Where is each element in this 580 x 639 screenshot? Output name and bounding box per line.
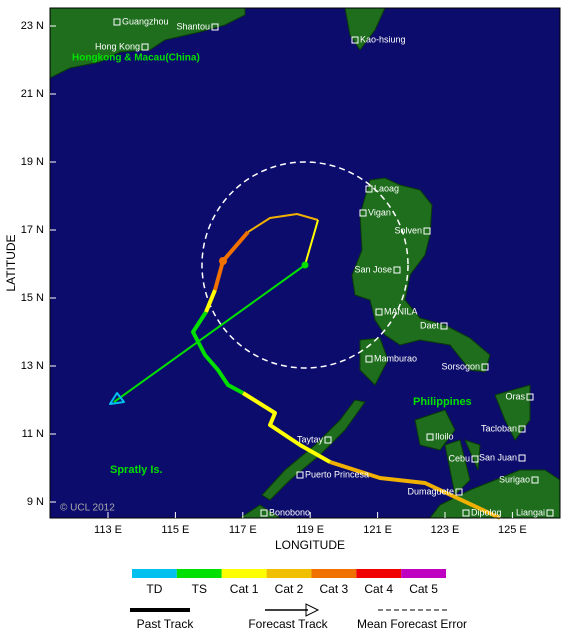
lat-tick-label: 9 N: [27, 496, 44, 508]
lon-tick-label: 117 E: [229, 524, 257, 536]
city-label: Kao-hsiung: [360, 34, 406, 44]
city-marker: [531, 476, 539, 484]
legend-label: Forecast Track: [248, 617, 328, 631]
y-axis-label: LATITUDE: [4, 234, 18, 291]
intensity-swatch: [311, 569, 357, 578]
region-label: Philippines: [413, 396, 472, 408]
forecast-arrow: [305, 603, 320, 617]
region-label: Hongkong & Macau(China): [72, 53, 200, 64]
city-marker: [471, 455, 479, 463]
intensity-label: Cat 3: [320, 582, 349, 596]
city-marker: [440, 322, 448, 330]
city-label: Mamburao: [374, 353, 417, 363]
city-marker: [426, 433, 434, 441]
track: [109, 213, 501, 520]
city-label: San Jose: [354, 264, 392, 274]
city-label: Liangai: [516, 507, 545, 517]
lon-tick-label: 113 E: [94, 524, 122, 536]
intensity-label: Cat 1: [230, 582, 259, 596]
city-marker: [375, 308, 383, 316]
land: [49, 7, 561, 519]
city-marker: [365, 185, 373, 193]
city-label: Sorsogon: [441, 361, 480, 371]
copyright: © UCL 2012: [60, 503, 115, 514]
city-label: Surigao: [499, 474, 530, 484]
lon-tick-label: 125 E: [498, 524, 527, 536]
lat-tick-label: 23 N: [21, 20, 44, 32]
city-label: Vigan: [368, 207, 391, 217]
city-marker: [423, 227, 431, 235]
intensity-swatch: [176, 569, 222, 578]
lat-tick-label: 21 N: [21, 88, 44, 100]
city-marker: [260, 509, 268, 517]
city-label: Bonobono: [269, 507, 310, 517]
legend-label: Mean Forecast Error: [357, 617, 467, 631]
city-marker: [211, 23, 219, 31]
city-label: Hong Kong: [95, 41, 140, 51]
city-marker: [518, 425, 526, 433]
city-marker: [365, 355, 373, 363]
region-label: Spratly Is.: [110, 464, 163, 476]
lat-tick-label: 17 N: [21, 224, 44, 236]
intensity-swatch: [132, 569, 177, 578]
city-label: Oras: [505, 391, 525, 401]
city-label: Laoag: [374, 183, 399, 193]
city-label: MANILA: [384, 306, 418, 316]
city-marker: [324, 436, 332, 444]
frame: [49, 7, 561, 519]
lon-tick-label: 121 E: [363, 524, 392, 536]
city-marker: [296, 471, 304, 479]
intensity-label: Cat 4: [364, 582, 393, 596]
city-marker: [359, 209, 367, 217]
map-labels: Guangzhou Shantou Hong Kong Kao-hsiung Laoag…: [95, 16, 554, 517]
lat-tick-label: 13 N: [21, 360, 44, 372]
city-label: San Juan: [479, 452, 517, 462]
city-label: Dipolog: [471, 507, 502, 517]
lat-tick-label: 19 N: [21, 156, 44, 168]
city-label: Cebu: [448, 453, 470, 463]
intensity-swatch: [401, 569, 446, 578]
lat-tick-label: 11 N: [22, 428, 44, 440]
city-marker: [113, 18, 121, 26]
lat-tick-label: 15 N: [21, 292, 44, 304]
city-marker: [462, 509, 470, 517]
axis-ticks: 23 N 21 N 19 N 17 N 15 N 13 N 11 N 9 N 113 E 115 …: [21, 20, 527, 536]
intensity-label: Cat 5: [409, 582, 438, 596]
intensity-swatch: [266, 569, 312, 578]
intensity-label: TS: [192, 582, 207, 596]
city-marker: [141, 43, 149, 51]
x-axis-label: LONGITUDE: [275, 538, 345, 552]
city-label: Puerto Princesa: [305, 469, 369, 479]
city-marker: [546, 509, 554, 517]
city-label: Guangzhou: [122, 16, 169, 26]
lon-tick-label: 123 E: [431, 524, 460, 536]
lon-tick-label: 115 E: [161, 524, 189, 536]
lon-tick-label: 119 E: [296, 524, 324, 536]
intensity-swatch: [221, 569, 267, 578]
city-label: Solven: [394, 225, 422, 235]
intensity-label: Cat 2: [275, 582, 304, 596]
city-marker: [526, 393, 534, 401]
city-label: Dumaguete: [407, 486, 454, 496]
intensity-swatch: [356, 569, 402, 578]
city-marker: [351, 36, 359, 44]
city-marker: [393, 266, 401, 274]
city-marker: [518, 454, 526, 462]
forecast-error-circle: [201, 161, 409, 369]
city-label: Taytay: [297, 434, 324, 444]
city-label: Shantou: [176, 21, 210, 31]
intensity-label: TD: [146, 582, 162, 596]
city-label: Iloilo: [435, 431, 454, 441]
city-marker: [455, 488, 463, 496]
city-label: Tacloban: [481, 423, 517, 433]
legend-label: Past Track: [137, 617, 195, 631]
city-marker: [481, 363, 489, 371]
city-label: Daet: [420, 320, 440, 330]
legend: Past Track Forecast Track Mean Forecast …: [130, 569, 467, 631]
